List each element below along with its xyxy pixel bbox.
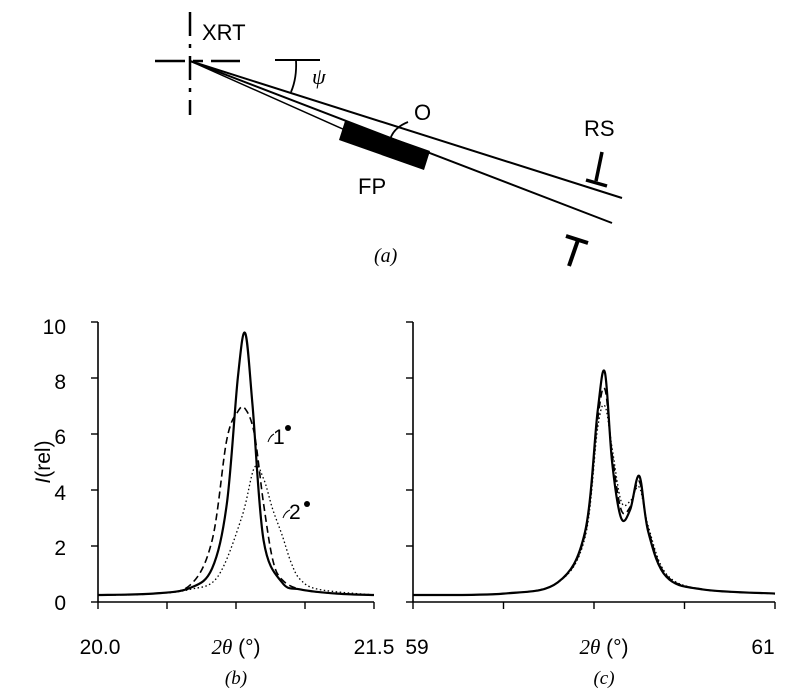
chart-b-xlabel-symbol: 2θ xyxy=(211,635,232,659)
annotation-2-leader xyxy=(282,509,291,519)
chart-c-xlabel: 2θ (°) xyxy=(579,635,628,659)
chart-c-xlabel-unit: (°) xyxy=(600,636,628,659)
chart-b-caption: (b) xyxy=(225,668,247,689)
chart-c-xtick-label-last: 61 xyxy=(751,636,774,659)
rs-label: RS xyxy=(584,116,615,141)
chart-b-series-solid xyxy=(97,331,375,597)
chart-b-ytick-label-4: 4 xyxy=(54,482,66,505)
chart-b-xtick-label-last: 21.5 xyxy=(354,636,395,659)
annotation-1-leader xyxy=(267,433,275,443)
chart-b-xtick-label-first: 20.0 xyxy=(80,636,121,659)
fp-label: FP xyxy=(358,174,386,199)
beam-inner-line xyxy=(189,60,346,131)
chart-b-ytick-label-6: 6 xyxy=(54,426,66,449)
caption-a: (a) xyxy=(374,245,398,267)
annotation-2-dot xyxy=(304,501,310,507)
chart-b-ylabel-italic: I xyxy=(32,478,55,484)
rs-slit-bar xyxy=(585,178,608,188)
chart-c-series-dotted xyxy=(412,404,776,596)
o-label: O xyxy=(414,100,431,125)
chart-b-ylabel-rest: (rel) xyxy=(32,440,55,477)
chart-b-xlabel: 2θ (°) xyxy=(211,635,260,659)
o-leader-line xyxy=(389,121,409,141)
flat-plate-sample xyxy=(339,121,430,170)
detector-marker-top xyxy=(565,234,589,245)
annotation-1-dot xyxy=(285,425,291,431)
geometry-diagram: XRT ψ FP O RS (a) xyxy=(155,12,623,267)
chart-b-ytick-label-0: 0 xyxy=(54,592,66,615)
psi-angle-arc xyxy=(290,59,298,93)
chart-c-series-dashed xyxy=(412,387,776,596)
xrt-label: XRT xyxy=(202,20,246,45)
chart-c: 2θ (°) 59 61 (c) xyxy=(405,321,776,689)
rs-slit-stem xyxy=(594,151,604,182)
chart-c-xtick-label-first: 59 xyxy=(405,636,428,659)
chart-b-ytick-label-8: 8 xyxy=(54,371,66,394)
psi-label: ψ xyxy=(312,64,326,89)
chart-c-series-solid xyxy=(412,369,776,597)
chart-b-ytick-label-10: 10 xyxy=(43,316,66,339)
annotation-1-label: 1 xyxy=(273,426,285,449)
chart-b: I(rel) 2θ (°) 20.0 21.5 0 2 4 6 8 10 (b)… xyxy=(32,316,394,689)
chart-c-xlabel-symbol: 2θ xyxy=(579,635,600,659)
beam-upper-line xyxy=(189,60,623,199)
chart-b-ytick-label-2: 2 xyxy=(54,537,66,560)
annotation-2-label: 2 xyxy=(289,501,301,524)
detector-marker-stem xyxy=(567,239,580,267)
chart-c-caption: (c) xyxy=(593,668,614,689)
chart-b-series-dashed xyxy=(97,405,375,596)
chart-b-ylabel: I(rel) xyxy=(32,440,55,483)
chart-b-xlabel-unit: (°) xyxy=(232,636,260,659)
chart-b-series-dotted xyxy=(97,464,375,596)
